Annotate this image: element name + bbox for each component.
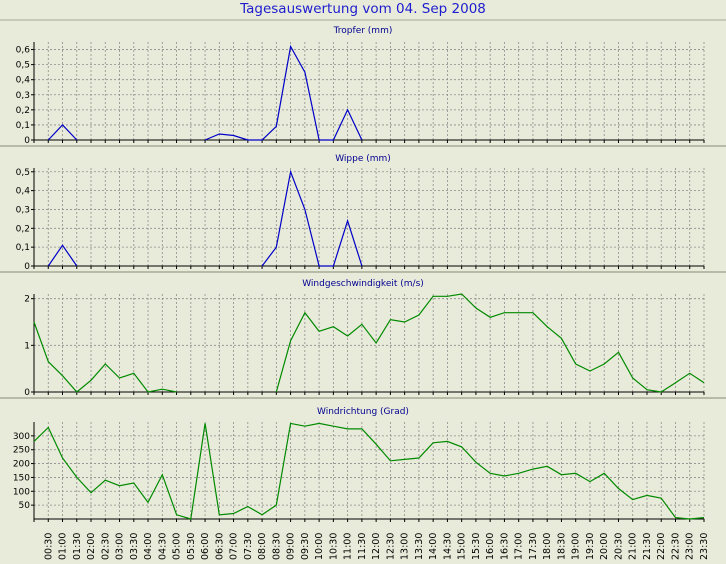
x-tick-label: 02:30 [100, 533, 111, 560]
chart-title: Windgeschwindigkeit (m/s) [302, 279, 424, 289]
series-line [33, 422, 705, 520]
y-tick-label: 250 [13, 446, 30, 456]
x-tick-label: 10:00 [314, 533, 325, 560]
x-tick-label: 22:30 [670, 533, 681, 560]
x-tick-label: 06:30 [214, 533, 225, 560]
y-tick-label: 0,1 [16, 243, 30, 253]
y-tick-label: 0,1 [16, 121, 30, 131]
x-tick-label: 16:30 [499, 533, 510, 560]
y-tick-label: 0,2 [16, 106, 30, 116]
y-tick-label: 0,4 [16, 76, 31, 86]
x-tick-label: 05:30 [186, 533, 197, 560]
x-tick-label: 17:30 [528, 533, 539, 560]
y-tick-label: 100 [13, 487, 30, 497]
page-title: Tagesauswertung vom 04. Sep 2008 [240, 1, 486, 17]
y-tick-label: 300 [13, 432, 30, 442]
y-tick-label: 0,2 [16, 224, 30, 234]
x-tick-label: 19:30 [585, 533, 596, 560]
chart-title: Tropfer (mm) [333, 26, 393, 36]
x-tick-label: 09:00 [286, 533, 297, 560]
x-tick-label: 07:00 [229, 533, 240, 560]
chart-title: Windrichtung (Grad) [317, 407, 409, 417]
x-tick-label: 03:30 [129, 533, 140, 560]
x-tick-label: 17:00 [514, 533, 525, 560]
y-tick-label: 0,4 [16, 187, 31, 197]
x-tick-label: 18:00 [542, 533, 553, 560]
x-tick-label: 12:00 [371, 533, 382, 560]
x-tick-label: 08:00 [257, 533, 268, 560]
x-tick-label: 08:30 [271, 533, 282, 560]
x-tick-label: 23:00 [685, 533, 696, 560]
x-tick-label: 12:30 [385, 533, 396, 560]
x-tick-label: 10:30 [328, 533, 339, 560]
y-tick-label: 0,3 [16, 91, 30, 101]
x-tick-label: 16:00 [485, 533, 496, 560]
x-tick-label: 21:00 [628, 533, 639, 560]
x-tick-label: 00:30 [43, 533, 54, 560]
x-tick-label: 07:30 [243, 533, 254, 560]
chart-panel: Tropfer (mm) 0 0,1 0,2 0,3 0,4 0,5 0,6 [0, 26, 726, 147]
chart-panel: Windrichtung (Grad) 50 100 150 200 250 300 [13, 407, 705, 522]
x-tick-label: 20:30 [613, 533, 624, 560]
x-tick-label: 21:30 [642, 533, 653, 560]
x-tick-label: 20:00 [599, 533, 610, 560]
chart-title: Wippe (mm) [335, 154, 391, 164]
y-tick-label: 200 [13, 460, 30, 470]
x-tick-label: 09:30 [300, 533, 311, 560]
y-tick-label: 0,6 [16, 46, 31, 56]
y-tick-label: 0 [24, 388, 30, 398]
x-tick-label: 01:30 [72, 533, 83, 560]
y-tick-label: 1 [24, 341, 30, 351]
x-tick-label: 04:30 [157, 533, 168, 560]
x-tick-label: 06:00 [200, 533, 211, 560]
series-line [47, 169, 363, 267]
x-tick-label: 13:30 [414, 533, 425, 560]
x-tick-label: 03:00 [115, 533, 126, 560]
x-tick-label: 19:00 [571, 533, 582, 560]
y-tick-label: 0 [24, 262, 30, 272]
x-tick-label: 11:30 [357, 533, 368, 560]
x-tick-label: 22:00 [656, 533, 667, 560]
chart-panel: Windgeschwindigkeit (m/s) 0 1 2 [0, 279, 726, 399]
x-tick-label: 05:00 [172, 533, 183, 560]
y-tick-label: 50 [19, 501, 31, 511]
y-tick-label: 2 [24, 295, 30, 305]
x-tick-label: 18:30 [556, 533, 567, 560]
x-tick-label: 15:30 [471, 533, 482, 560]
y-tick-label: 0 [24, 136, 30, 146]
series-line [33, 293, 705, 393]
x-tick-label: 04:00 [143, 533, 154, 560]
y-tick-label: 0,3 [16, 205, 30, 215]
series-line [47, 44, 363, 141]
y-tick-label: 0,5 [16, 61, 30, 71]
x-tick-label: 11:00 [343, 533, 354, 560]
x-tick-label: 23:30 [699, 533, 710, 560]
x-tick-label: 01:00 [58, 533, 69, 560]
chart-panel: Wippe (mm) 0 0,1 0,2 0,3 0,4 0,5 [0, 154, 726, 273]
x-tick-label: 15:00 [457, 533, 468, 560]
y-tick-label: 0,5 [16, 168, 30, 178]
x-tick-label: 02:00 [86, 533, 97, 560]
x-tick-label: 13:00 [400, 533, 411, 560]
x-tick-label: 14:30 [442, 533, 453, 560]
x-tick-label: 14:00 [428, 533, 439, 560]
y-tick-label: 150 [13, 473, 30, 483]
